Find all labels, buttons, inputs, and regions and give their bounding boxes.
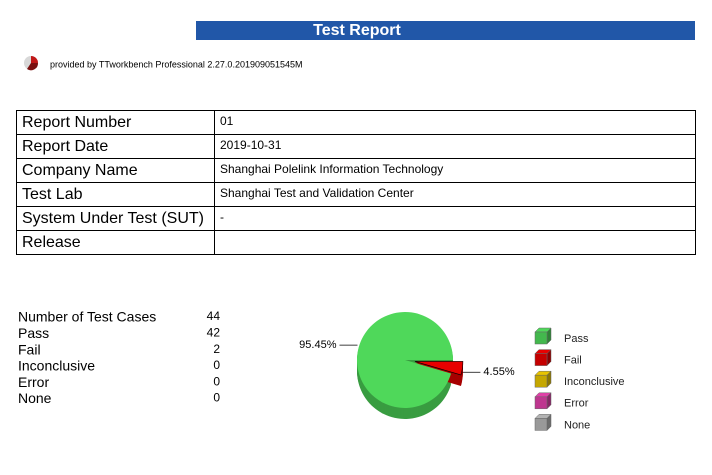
summary-value: 44 [207,309,221,323]
pie-value-label: 4.55% [483,366,514,378]
row-label: Test Lab [22,186,83,203]
row-value: - [220,210,224,224]
summary-label: Error [18,374,49,390]
provider-text: provided by TTworkbench Professional 2.2… [50,59,303,69]
summary-value: 0 [213,391,220,405]
legend-item: Fail [534,348,582,367]
summary-label: Number of Test Cases [18,309,156,325]
summary-value: 42 [207,325,221,339]
provider-icon [24,56,39,71]
legend-label: None [564,419,590,431]
row-value: 01 [220,114,234,128]
legend-label: Error [564,398,589,410]
legend-swatch [534,396,548,410]
legend-swatch [534,331,548,345]
summary-label: Pass [18,325,49,341]
title-bar [196,21,695,40]
legend-swatch [534,374,548,388]
row-label: Report Date [22,138,108,155]
pie-chart: 95.45% 4.55% Pass Fail Inconclusive Error None [299,311,625,431]
row-label: System Under Test (SUT) [22,210,204,227]
summary-value: 0 [213,358,220,372]
legend-label: Fail [564,355,582,367]
summary-label: None [18,390,52,406]
summary-value: 2 [213,342,220,356]
legend-swatch [534,418,548,431]
pie-value-label: 95.45% [299,339,337,351]
row-label: Release [22,234,81,251]
row-label: Company Name [22,162,138,179]
summary-label: Fail [18,341,41,357]
legend-swatch [534,353,548,366]
legend-label: Pass [564,333,589,345]
summary-value: 0 [213,374,220,388]
legend-item: Error [534,392,589,410]
pie-slice [414,361,464,376]
row-label: Report Number [22,114,132,131]
row-value: Shanghai Polelink Information Technology [220,162,443,176]
legend-label: Inconclusive [564,376,625,388]
legend-item: Inconclusive [534,370,625,388]
row-value: Shanghai Test and Validation Center [220,186,414,200]
pie-slice [357,311,453,408]
report-title: Test Report [313,22,401,39]
summary-label: Inconclusive [18,358,95,374]
legend-item: None [534,413,590,431]
row-value: 2019-10-31 [220,138,282,152]
legend-item: Pass [534,327,589,345]
